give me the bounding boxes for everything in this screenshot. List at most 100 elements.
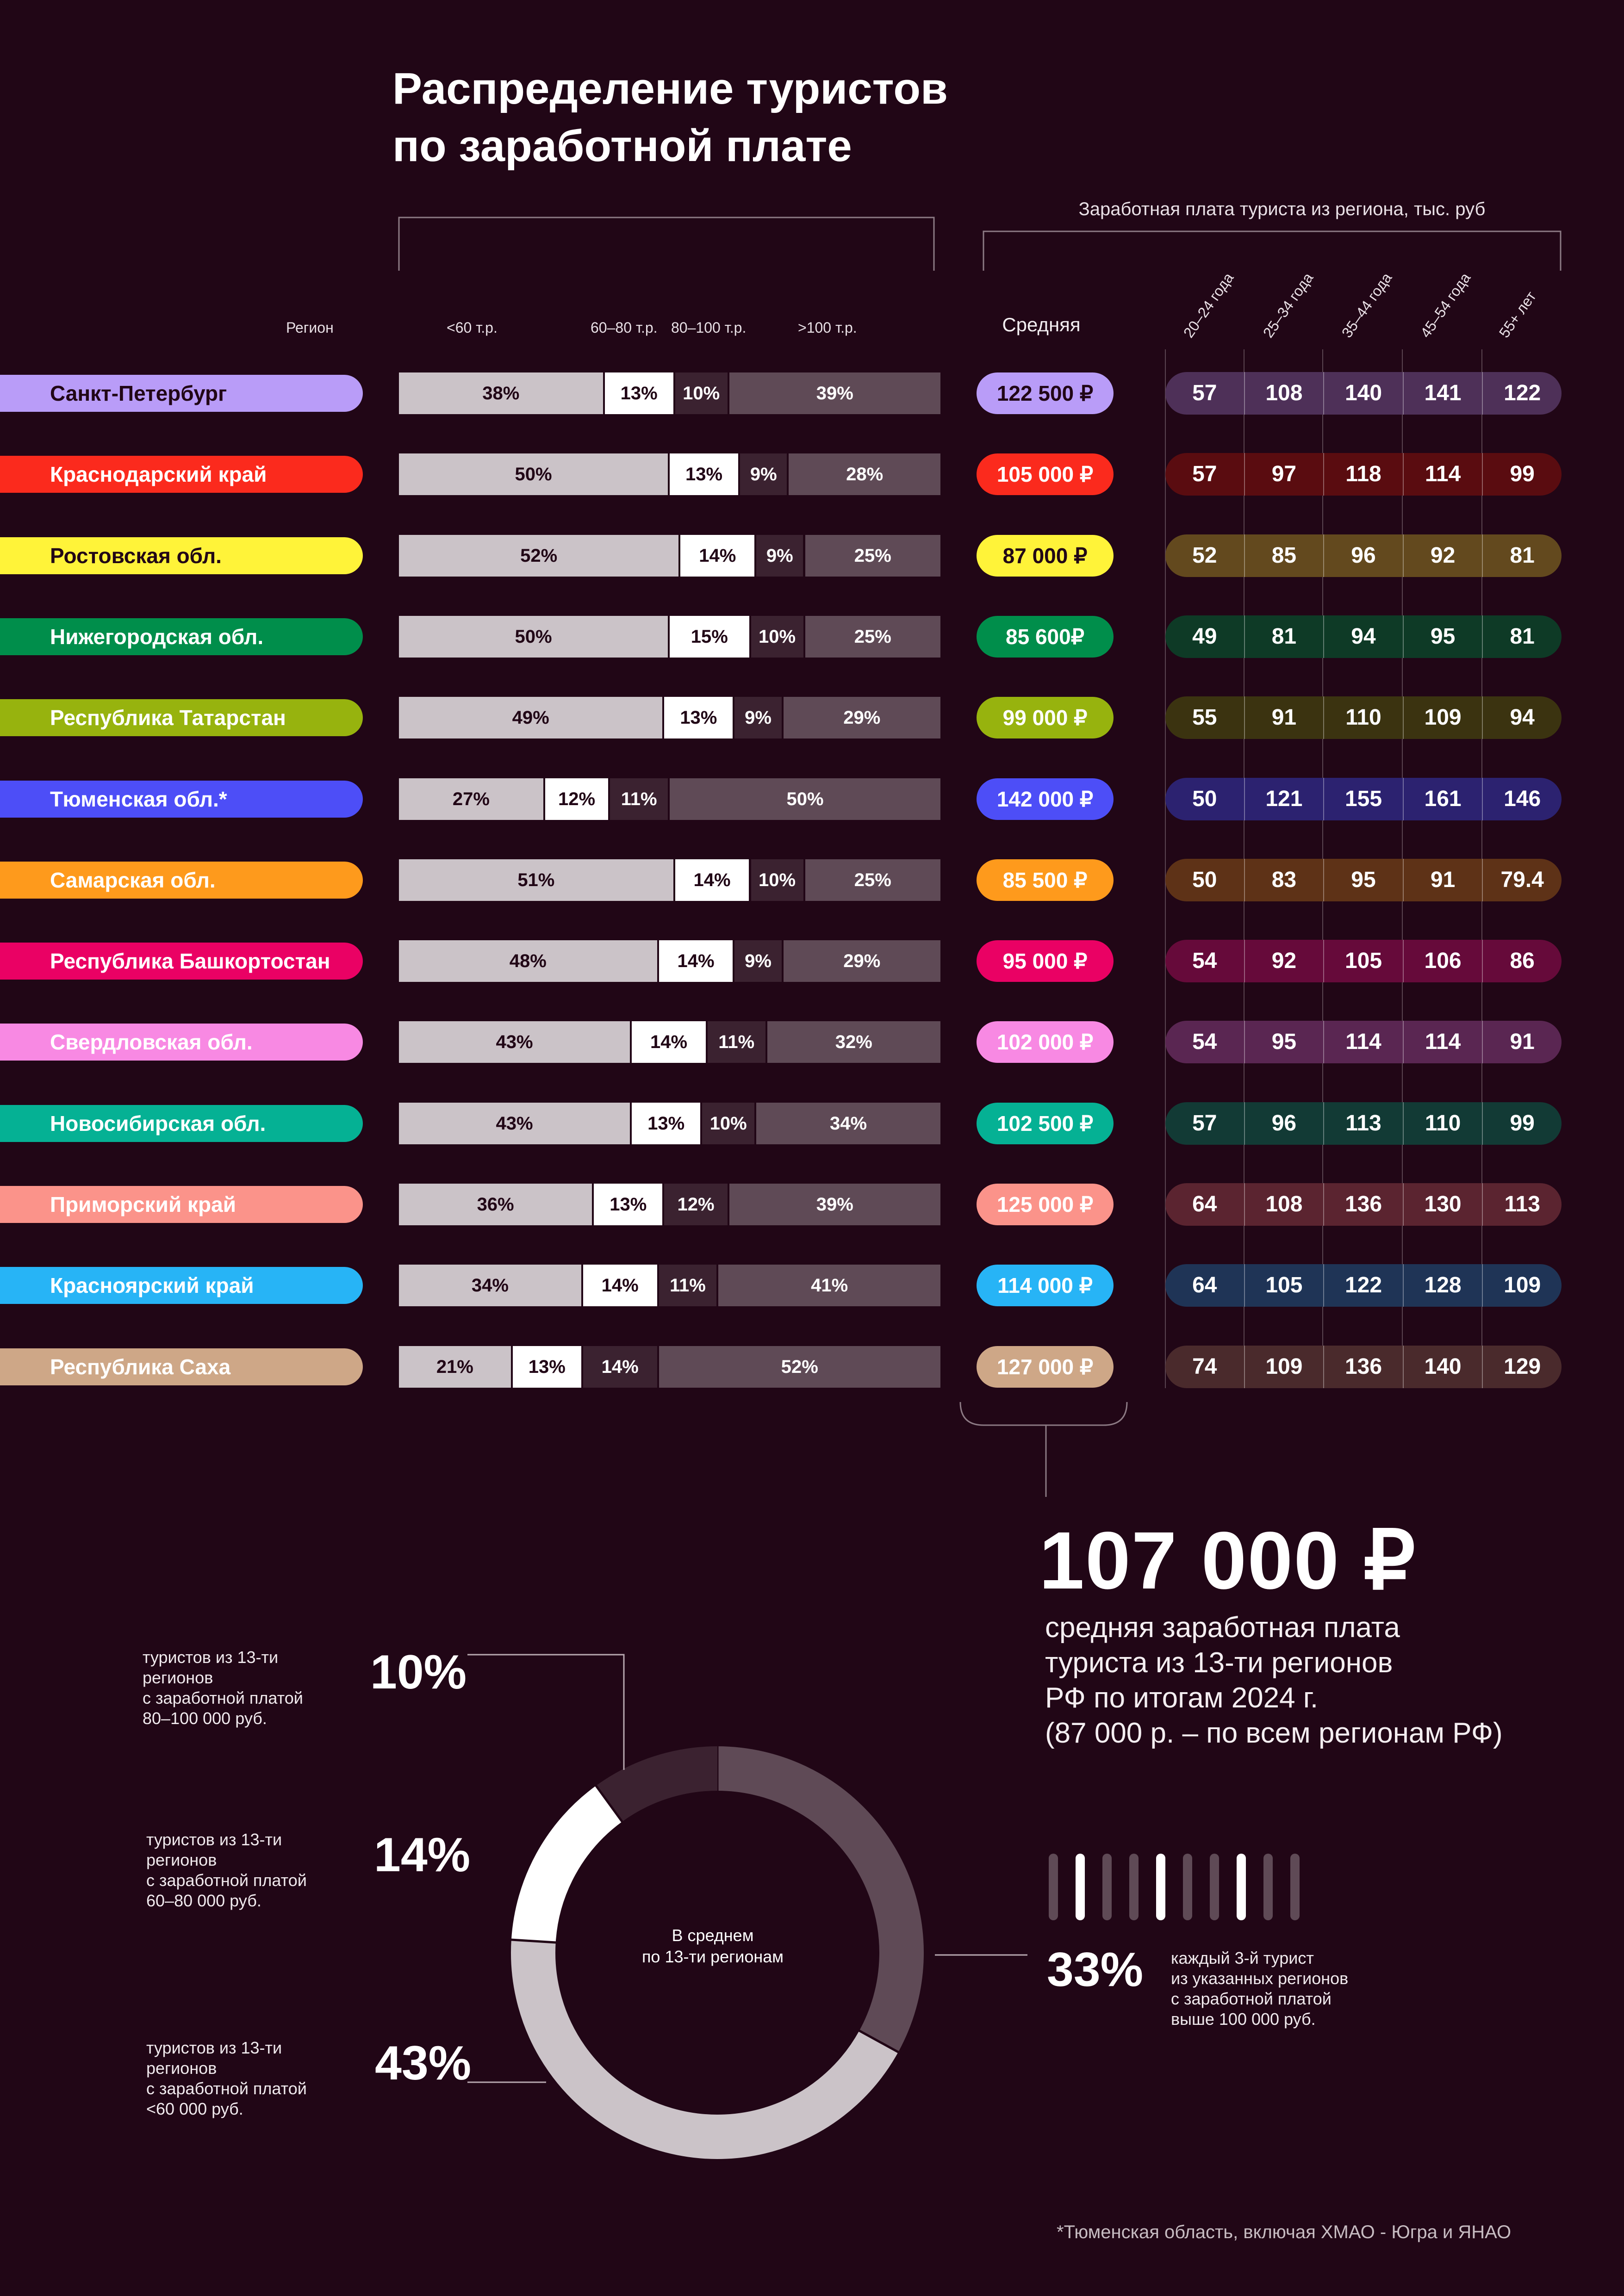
bar-segment: 11% xyxy=(659,1265,717,1307)
average-salary-value: 107 000 ₽ xyxy=(1039,1515,1417,1606)
age-salary-cell: 50 xyxy=(1192,786,1217,811)
bar-segment: 29% xyxy=(783,940,940,982)
age-salary-cell: 83 xyxy=(1244,858,1324,901)
age-salary-cell: 130 xyxy=(1402,1183,1482,1226)
age-salary-cell: 122 xyxy=(1323,1264,1403,1307)
age-salary-cell: 113 xyxy=(1323,1102,1403,1145)
age-salary-cell: 110 xyxy=(1402,1102,1482,1145)
bar-segment: 52% xyxy=(399,534,679,577)
age-salary-row: 49 81 94 95 81 xyxy=(1165,615,1562,658)
bar-segment: 14% xyxy=(675,859,749,901)
bar-segment: 50% xyxy=(399,453,668,496)
age-salary-cell: 96 xyxy=(1244,1102,1324,1145)
age-salary-cell: 91 xyxy=(1244,696,1324,739)
average-salary-pill: 127 000 ₽ xyxy=(977,1346,1114,1388)
bar-segment: 9% xyxy=(756,534,803,577)
age-salary-cell: 54 xyxy=(1192,949,1217,974)
age-salary-cell: 97 xyxy=(1244,453,1324,496)
bar-segment: 13% xyxy=(594,1184,663,1225)
donut-pct-10: 10% xyxy=(370,1645,467,1699)
average-salary-description: средняя заработная плата туриста из 13-т… xyxy=(1045,1612,1503,1749)
footnote: *Тюменская область, включая ХМАО - Югра … xyxy=(1057,2222,1512,2242)
age-salary-row: 74 109 136 140 129 xyxy=(1165,1345,1562,1388)
age-salary-cell: 109 xyxy=(1482,1264,1562,1307)
age-salary-cell: 79.4 xyxy=(1482,858,1562,901)
average-salary-pill: 85 500 ₽ xyxy=(977,859,1114,901)
age-salary-cell: 161 xyxy=(1402,777,1482,820)
ratio-sticks-icon xyxy=(1049,1854,1300,1920)
average-salary-pill: 99 000 ₽ xyxy=(977,697,1114,739)
region-label: Красноярский край xyxy=(0,1267,363,1304)
average-salary-pill: 102 500 ₽ xyxy=(977,1102,1114,1144)
age-salary-cell: 81 xyxy=(1244,615,1324,658)
age-salary-cell: 95 xyxy=(1244,1021,1324,1064)
bar-segment: 32% xyxy=(767,1021,940,1063)
age-salary-cell: 81 xyxy=(1482,534,1562,577)
bar-segment: 14% xyxy=(583,1265,657,1307)
bar-segment: 11% xyxy=(707,1021,765,1063)
bar-segment: 9% xyxy=(734,697,782,739)
bar-segment: 48% xyxy=(399,940,657,982)
bar-segment: 50% xyxy=(399,615,668,658)
age-salary-cell: 91 xyxy=(1482,1021,1562,1064)
bar-segment: 51% xyxy=(399,859,673,901)
age-salary-cell: 106 xyxy=(1402,940,1482,983)
bar-segment: 10% xyxy=(702,1102,755,1144)
col-80-100-header: 80–100 т.р. xyxy=(671,319,747,336)
age-salary-cell: 64 xyxy=(1192,1273,1217,1298)
bar-segment: 21% xyxy=(399,1346,511,1388)
age-salary-cell: 155 xyxy=(1323,777,1403,820)
region-label: Свердловская обл. xyxy=(0,1024,363,1061)
donut-slice xyxy=(596,1746,718,1822)
region-label: Приморский край xyxy=(0,1186,363,1223)
donut-leader-lines xyxy=(467,1654,1027,2083)
age-salary-cell: 128 xyxy=(1402,1264,1482,1307)
age-salary-cell: 99 xyxy=(1482,453,1562,496)
age-salary-cell: 105 xyxy=(1244,1264,1324,1307)
age-salary-cell: 95 xyxy=(1402,615,1482,658)
age-salary-cell: 109 xyxy=(1402,696,1482,739)
bar-segment: 13% xyxy=(670,453,739,496)
bar-segment: 38% xyxy=(399,372,603,414)
age-salary-row: 50 83 95 91 79.4 xyxy=(1165,858,1562,901)
bar-segment: 36% xyxy=(399,1184,592,1225)
page-title: Распределение туристов по заработной пла… xyxy=(392,64,948,171)
age-salary-cell: 121 xyxy=(1244,777,1324,820)
donut-separator xyxy=(594,1784,624,1823)
salary-header: Заработная плата туриста из региона, тыс… xyxy=(1078,199,1486,219)
age-salary-cell: 114 xyxy=(1323,1021,1403,1064)
age-salary-cell: 57 xyxy=(1192,381,1217,405)
donut-slice xyxy=(717,1746,924,2052)
bar-segment: 41% xyxy=(718,1265,940,1307)
bar-segment: 10% xyxy=(751,859,803,901)
age-salary-cell: 95 xyxy=(1323,858,1403,901)
age-salary-row: 54 92 105 106 86 xyxy=(1165,940,1562,983)
age-salary-cell: 94 xyxy=(1482,696,1562,739)
age-salary-cell: 99 xyxy=(1482,1102,1562,1145)
bar-segment: 43% xyxy=(399,1021,630,1063)
age-salary-cell: 57 xyxy=(1192,1111,1217,1136)
age-salary-cell: 52 xyxy=(1192,543,1217,568)
age-salary-cell: 122 xyxy=(1482,372,1562,415)
avg-brace xyxy=(959,1402,1128,1497)
donut-center-label: В среднем по 13-ти регионам xyxy=(641,1926,784,1966)
bar-segment: 12% xyxy=(545,778,609,820)
bar-segment: 13% xyxy=(664,697,733,739)
bar-segment: 34% xyxy=(756,1102,940,1144)
age-salary-cell: 49 xyxy=(1192,624,1217,649)
region-label: Ростовская обл. xyxy=(0,537,363,574)
bar-segment: 13% xyxy=(512,1346,581,1388)
bar-segment: 39% xyxy=(729,1184,940,1225)
donut-slice xyxy=(511,1940,898,2159)
region-label: Санкт-Петербург xyxy=(0,375,363,412)
bar-segment: 14% xyxy=(583,1346,657,1388)
age-salary-cell: 105 xyxy=(1323,940,1403,983)
donut-note-33: каждый 3-й турист из указанных регионов … xyxy=(1171,1948,1349,2029)
age-salary-cell: 108 xyxy=(1244,1183,1324,1226)
age-salary-row: 50 121 155 161 146 xyxy=(1165,777,1562,820)
average-salary-pill: 102 000 ₽ xyxy=(977,1021,1114,1063)
average-salary-pill: 95 000 ₽ xyxy=(977,940,1114,982)
age-salary-cell: 114 xyxy=(1402,453,1482,496)
age-salary-cell: 140 xyxy=(1323,372,1403,415)
age-salary-row: 64 108 136 130 113 xyxy=(1165,1183,1562,1226)
